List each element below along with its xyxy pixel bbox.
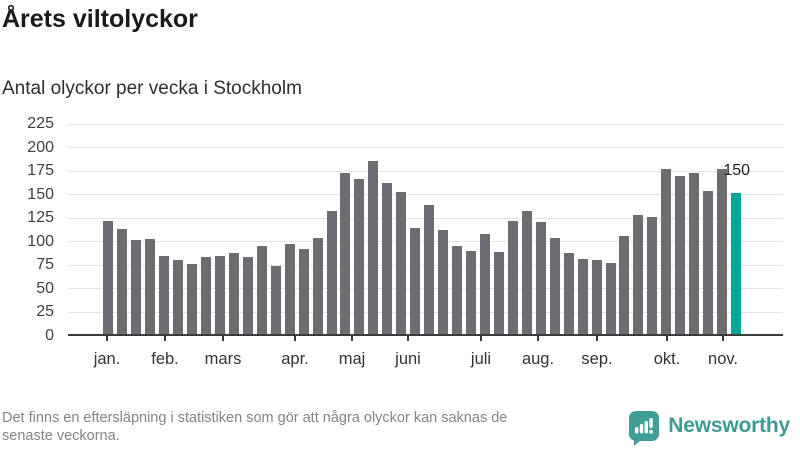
bar-week-1 [103,220,114,334]
x-tick-juni [407,336,409,341]
bar-week-34 [563,252,574,334]
gridline-y-200 [68,147,783,149]
bar-week-14 [284,243,295,334]
bar-week-36 [591,259,602,334]
bar-week-40 [647,217,658,334]
bar-week-23 [410,227,421,334]
x-axis-label-mars: mars [204,350,242,368]
bar-week-12 [256,246,267,334]
bar-week-19 [354,178,365,334]
x-axis-line [68,334,783,336]
x-tick-sep [596,336,598,341]
bar-week-29 [493,252,504,334]
bar-week-31 [521,210,532,334]
gridline-y-225 [68,123,783,125]
bar-week-11 [242,256,253,334]
bar-week-30 [507,220,518,334]
bar-week-41 [661,169,672,334]
bar-week-33 [549,237,560,334]
bar-week-44 [703,190,714,334]
bar-week-17 [326,210,337,334]
bar-week-42 [675,175,686,334]
footer-line-1: Det finns en eftersläpning i statistiken… [2,410,508,426]
bar-week-21 [382,183,393,334]
x-axis-label-jan: jan. [93,350,121,368]
bar-week-22 [396,191,407,334]
bar-week-26 [452,246,463,334]
y-axis-label-75: 75 [36,256,54,274]
footer-line-2: senaste veckorna. [2,428,120,444]
bar-week-15 [298,249,309,334]
plot-area: 0 25 50 75 100 125 150 175 200 225 jan. feb. mars apr… [27,115,783,368]
bar-week-35 [577,258,588,334]
newsworthy-logo-text: Newsworthy [668,414,790,437]
y-axis-label-125: 125 [27,209,54,227]
bar-week-28 [479,234,490,334]
y-axis-label-225: 225 [27,115,54,132]
x-axis-label-maj: maj [338,350,366,368]
bar-week-13 [270,266,281,334]
bar-week-5 [159,255,170,334]
newsworthy-bar-chart-bubble-icon [629,411,660,446]
bar-week-32 [535,221,546,334]
bar-week-16 [312,237,323,334]
x-tick-feb [164,336,166,341]
gridline-y-175 [68,170,783,172]
bar-week-37 [605,263,616,334]
bar-week-7 [187,264,197,334]
bar-week-10 [228,252,239,334]
x-axis-label-okt: okt. [653,350,681,368]
bar-week-3 [131,239,142,334]
footer-note: Det finns en eftersläpning i statistiken… [2,409,507,445]
x-axis-label-feb: feb. [151,350,179,368]
gridline-y-150 [68,194,783,196]
x-axis-label-nov: nov. [708,350,738,368]
chart-subtitle: Antal olyckor per vecka i Stockholm [2,78,302,99]
newsworthy-logo[interactable]: Newsworthy [629,411,790,446]
x-tick-okt [666,336,668,341]
x-tick-jan [106,336,108,341]
bar-week-39 [633,215,644,334]
y-axis-label-100: 100 [27,232,54,250]
x-tick-apr [294,336,296,341]
bar-week-latest [731,192,742,334]
latest-value-annotation: 150 [723,161,751,179]
x-axis-label-apr: apr. [281,350,309,368]
bar-week-6 [173,259,184,334]
bar-week-4 [145,238,156,334]
bar-week-25 [438,230,449,334]
y-axis-label-50: 50 [36,279,54,297]
y-axis-label-25: 25 [36,303,54,321]
bar-week-8 [200,256,211,334]
x-tick-maj [351,336,353,341]
bar-week-38 [619,236,630,334]
y-axis-label-200: 200 [27,138,54,156]
bar-week-20 [368,160,379,334]
x-axis-label-aug: aug. [521,350,555,368]
x-tick-aug [537,336,539,341]
bar-week-2 [117,229,128,334]
y-axis-label-0: 0 [45,327,54,344]
x-axis-label-juli: juli [470,350,492,368]
bar-week-43 [689,172,700,334]
bar-week-18 [340,172,351,334]
x-tick-mars [222,336,224,341]
x-tick-juli [480,336,482,341]
x-axis-label-juni: juni [395,350,421,368]
bar-week-24 [424,204,435,334]
bar-week-27 [466,251,476,334]
bar-week-9 [214,255,225,334]
y-axis-label-175: 175 [27,162,54,180]
chart-title: Årets viltolyckor [2,5,198,33]
x-axis-label-sep: sep. [581,350,613,368]
x-tick-nov [722,336,724,341]
y-axis-label-150: 150 [27,185,54,203]
bar-week-45 [717,169,728,334]
